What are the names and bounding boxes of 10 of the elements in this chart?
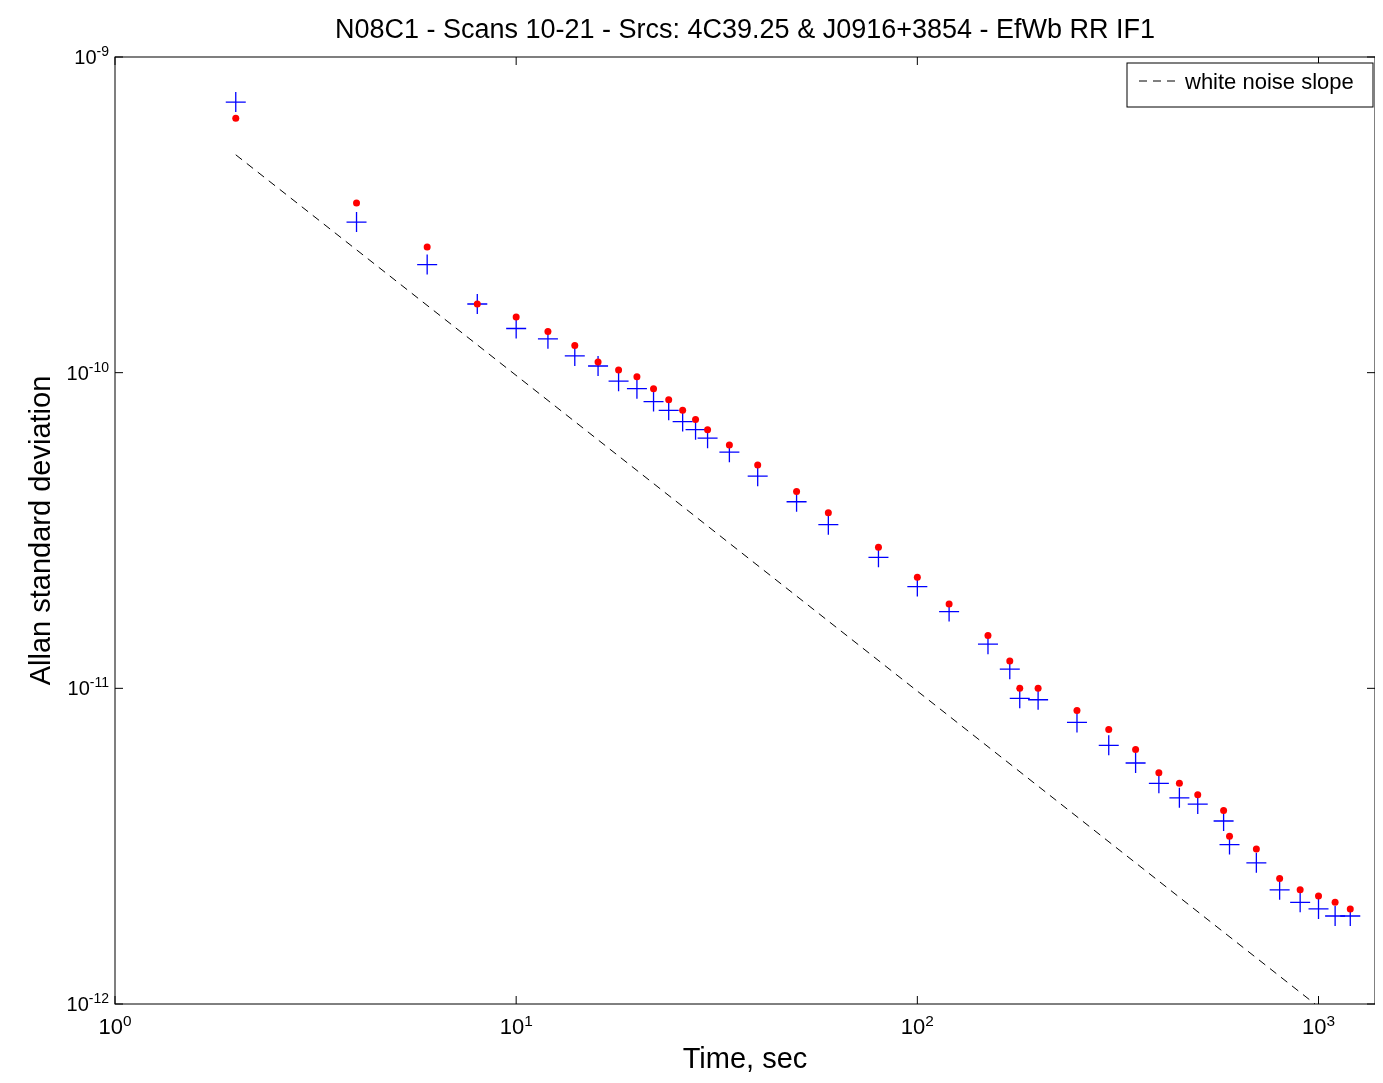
x-tick-label: 10$^{3}$ — [1301, 1011, 1336, 1039]
x-axis-title: Time, sec — [682, 1042, 808, 1074]
y-axis-title: Allan standard deviation — [24, 375, 56, 686]
x-tick-label: 10$^{2}$ — [900, 1011, 934, 1039]
x-tick-label: 10$^{1}$ — [499, 1011, 533, 1039]
y-tick-label: 10$^{-10}$ — [66, 358, 110, 384]
chart-title: N08C1 - Scans 10-21 - Srcs: 4C39.25 & J0916+3854 - EfWb RR IF1 — [334, 14, 1156, 44]
legend-label: white noise slope — [1184, 69, 1354, 94]
y-tick-label: 10$^{-11}$ — [67, 674, 110, 700]
y-tick-label: 10$^{-9}$ — [74, 43, 110, 68]
